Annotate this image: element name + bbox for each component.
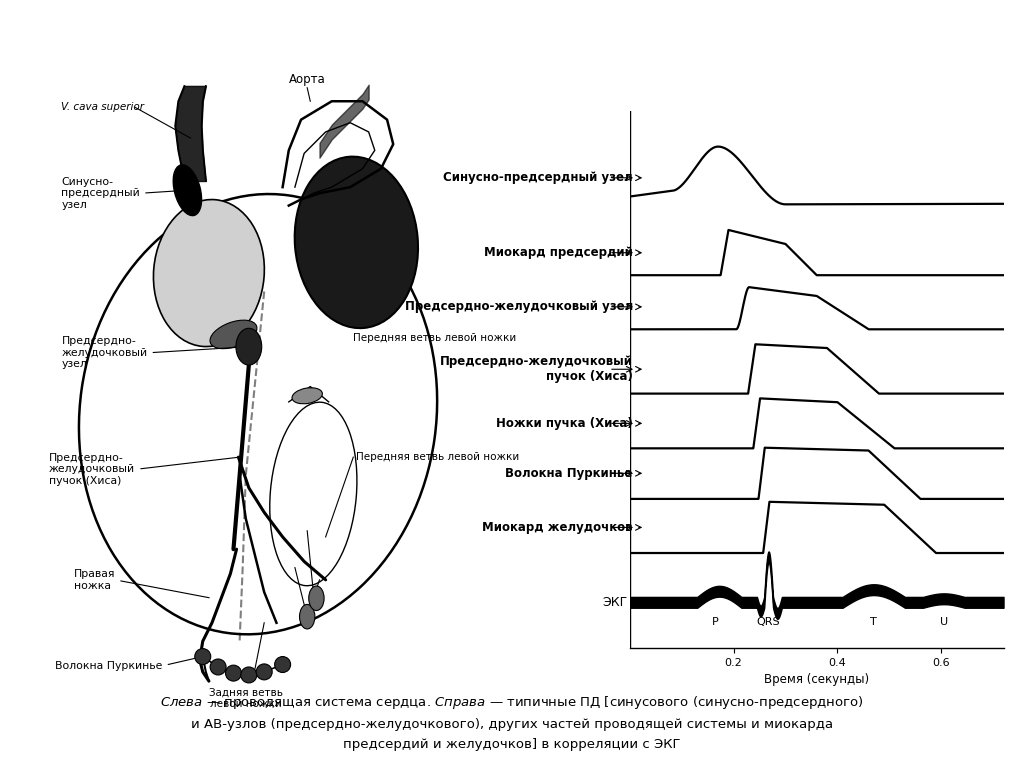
Text: ЭКГ: ЭКГ	[602, 596, 627, 609]
Text: Передняя ветвь левой ножки: Передняя ветвь левой ножки	[356, 452, 519, 463]
Text: Волокна Пуркинье: Волокна Пуркинье	[506, 467, 633, 480]
Circle shape	[274, 657, 291, 673]
Text: Предсердно-желудочковый узел: Предсердно-желудочковый узел	[404, 301, 633, 314]
Text: Синусно-предсердный узел: Синусно-предсердный узел	[443, 171, 633, 184]
Circle shape	[225, 665, 242, 681]
Text: Предсердно-желудочковый
пучок (Хиса): Предсердно-желудочковый пучок (Хиса)	[440, 355, 633, 384]
Text: Миокард желудочков: Миокард желудочков	[482, 521, 633, 534]
Text: Ножки пучка (Хиса): Ножки пучка (Хиса)	[496, 417, 633, 430]
Text: T: T	[870, 617, 878, 627]
Text: Передняя ветвь левой ножки: Передняя ветвь левой ножки	[353, 333, 516, 343]
Ellipse shape	[236, 328, 262, 365]
Text: P: P	[712, 617, 719, 627]
X-axis label: Время (секунды): Время (секунды)	[764, 673, 869, 686]
Ellipse shape	[295, 156, 418, 328]
Text: $\it{Слева}$ — проводящая система сердца. $\it{Справа}$ — типичные ПД [синусовог: $\it{Слева}$ — проводящая система сердца…	[160, 693, 864, 751]
Text: Правая
ножка: Правая ножка	[74, 569, 209, 597]
Text: Аорта: Аорта	[289, 73, 326, 86]
Ellipse shape	[154, 199, 264, 347]
Text: U: U	[940, 617, 948, 627]
Text: Волокна Пуркинье: Волокна Пуркинье	[55, 657, 200, 671]
Ellipse shape	[299, 604, 315, 629]
Ellipse shape	[210, 320, 257, 349]
Text: Миокард предсердий: Миокард предсердий	[484, 246, 633, 259]
Circle shape	[195, 649, 211, 664]
Circle shape	[210, 659, 226, 675]
Ellipse shape	[173, 165, 202, 216]
Text: Предсердно-
желудочковый
узел: Предсердно- желудочковый узел	[61, 336, 246, 370]
Text: Задняя ветвь
левой ножки: Задняя ветвь левой ножки	[209, 687, 283, 709]
Text: V. cava superior: V. cava superior	[61, 102, 144, 113]
Text: QRS: QRS	[757, 617, 780, 627]
Circle shape	[241, 667, 257, 683]
Ellipse shape	[292, 388, 323, 403]
Text: Предсердно-
желудочковый
пучок (Хиса): Предсердно- желудочковый пучок (Хиса)	[49, 453, 237, 486]
Ellipse shape	[309, 586, 324, 611]
Circle shape	[256, 664, 272, 680]
Text: Синусно-
предсердный
узел: Синусно- предсердный узел	[61, 176, 184, 210]
